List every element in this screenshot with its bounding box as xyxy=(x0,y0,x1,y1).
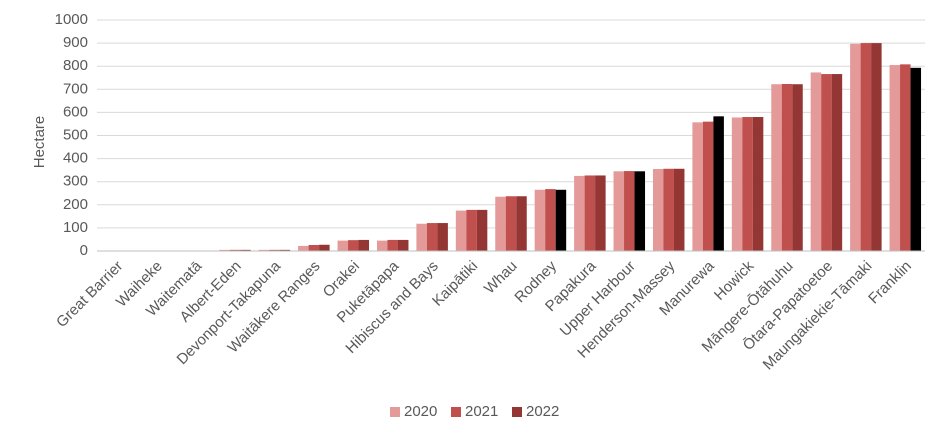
legend: 2020 2021 2022 xyxy=(390,403,559,420)
legend-item: 2022 xyxy=(512,403,559,420)
bar-2021 xyxy=(229,249,241,251)
bar-2022 xyxy=(634,171,646,251)
bar-2020 xyxy=(574,175,585,251)
x-tick-label: Franklin xyxy=(865,258,915,308)
bar-2020 xyxy=(495,196,506,251)
bar-2021 xyxy=(624,171,635,251)
bar-2021 xyxy=(387,239,398,251)
bar-2021 xyxy=(545,189,556,251)
bar-2021 xyxy=(505,196,517,251)
bar-2020 xyxy=(850,43,861,251)
bar-2020 xyxy=(652,168,664,251)
bar-2021 xyxy=(308,244,320,251)
legend-swatch xyxy=(390,407,400,417)
bar-2022 xyxy=(673,168,685,251)
y-tick-label: 800 xyxy=(63,57,88,74)
bar-2022 xyxy=(871,43,882,251)
bar-2021 xyxy=(584,175,596,251)
bar-2020 xyxy=(613,171,625,251)
bar-2021 xyxy=(781,83,793,251)
legend-swatch xyxy=(512,407,522,417)
bar-2020 xyxy=(692,122,703,251)
y-tick-label: 400 xyxy=(63,150,88,167)
y-tick-label: 600 xyxy=(63,103,88,120)
bars xyxy=(219,43,922,252)
legend-swatch xyxy=(451,407,461,417)
y-axis-title: Hectare xyxy=(31,116,48,169)
y-tick-label: 500 xyxy=(63,126,88,143)
bar-2020 xyxy=(298,245,309,251)
bar-2020 xyxy=(219,249,230,251)
bar-2022 xyxy=(240,249,251,251)
bar-2021 xyxy=(466,209,477,251)
legend-label: 2022 xyxy=(526,403,559,420)
bar-2022 xyxy=(279,249,291,251)
bar-2020 xyxy=(731,117,743,252)
x-axis-ticks: Great BarrierWaihekeWaitematāAlbert-Eden… xyxy=(53,257,915,373)
bar-2020 xyxy=(810,72,822,251)
legend-label: 2021 xyxy=(465,403,498,420)
bar-2022 xyxy=(476,209,488,251)
bar-2020 xyxy=(455,210,467,251)
x-tick-label: Great Barrier xyxy=(53,258,126,331)
bar-2022 xyxy=(555,189,567,251)
bar-2021 xyxy=(821,74,832,251)
bar-2021 xyxy=(663,168,674,251)
bar-2020 xyxy=(337,240,349,251)
bar-2022 xyxy=(713,116,724,252)
bar-2022 xyxy=(397,239,409,251)
bar-2022 xyxy=(792,84,803,251)
bar-2020 xyxy=(416,223,427,251)
y-tick-label: 100 xyxy=(63,219,88,236)
bar-2022 xyxy=(831,74,843,251)
bar-2021 xyxy=(426,223,438,251)
y-tick-label: 1000 xyxy=(55,11,88,28)
bar-2022 xyxy=(437,223,448,251)
y-axis-ticks: 0 100 200 300 400 500 600 700 800 900 1000 xyxy=(55,11,88,259)
bar-2021 xyxy=(900,64,911,252)
bar-2022 xyxy=(358,239,370,251)
bar-2020 xyxy=(376,240,388,251)
y-tick-label: 300 xyxy=(63,173,88,190)
legend-item: 2021 xyxy=(451,403,498,420)
y-tick-label: 700 xyxy=(63,80,88,97)
y-tick-label: 200 xyxy=(63,196,88,213)
bar-2021 xyxy=(269,249,280,251)
bar-2021 xyxy=(742,117,753,252)
legend-label: 2020 xyxy=(404,403,437,420)
bar-2020 xyxy=(258,249,270,251)
bar-2022 xyxy=(910,67,922,251)
bar-2021 xyxy=(860,43,872,251)
bar-2020 xyxy=(889,65,901,251)
bar-2022 xyxy=(752,117,764,252)
legend-item: 2020 xyxy=(390,403,437,420)
gridlines xyxy=(97,19,925,229)
y-tick-label: 900 xyxy=(63,34,88,51)
bar-2020 xyxy=(771,84,782,251)
bar-2020 xyxy=(534,189,546,251)
y-tick-label: 0 xyxy=(80,242,88,259)
bar-2021 xyxy=(702,121,714,251)
bar-2022 xyxy=(319,244,330,251)
bar-2021 xyxy=(348,240,359,251)
bar-2022 xyxy=(595,175,606,251)
bar-2022 xyxy=(516,196,527,251)
